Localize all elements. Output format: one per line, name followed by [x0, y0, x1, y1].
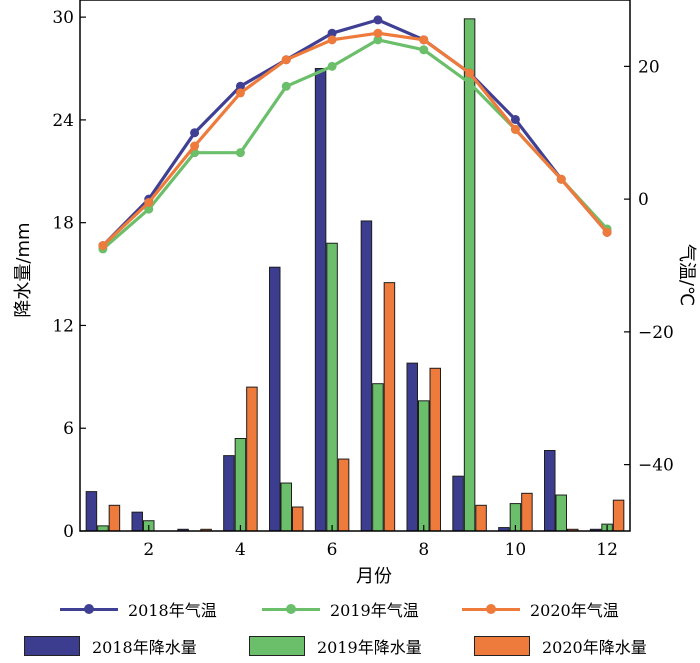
x-tick-label: 10	[505, 540, 527, 560]
bar-2019年降水量-5	[280, 482, 292, 532]
point-2020年气温-4	[235, 88, 245, 98]
x-axis-title: 月份	[356, 566, 392, 587]
point-2020年气温-1	[98, 241, 108, 251]
line-2018年气温	[101, 18, 609, 247]
bar-swatch-icon	[249, 636, 305, 656]
point-2020年气温-9	[465, 68, 475, 78]
bar-2020年降水量-12	[612, 499, 625, 532]
legend-label: 2019年气温	[330, 601, 419, 620]
left-tick-label: 12	[52, 316, 74, 336]
legend-item-2018-temperature: 2018年气温	[60, 597, 217, 621]
point-2019年气温-2	[144, 204, 154, 214]
bar-2020年降水量-7	[383, 282, 396, 532]
line-2019年气温	[101, 38, 609, 251]
point-2020年气温-2	[144, 197, 154, 207]
point-2018年气温-10	[510, 114, 520, 124]
legend-label: 2020年气温	[530, 601, 619, 620]
point-2018年气温-6	[327, 28, 337, 38]
point-2020年气温-11	[556, 174, 566, 184]
legend-item-2020-temperature: 2020年气温	[462, 597, 619, 621]
x-tick-label: 2	[143, 540, 154, 560]
bar-2018年降水量-1	[85, 491, 98, 532]
line-swatch-icon	[60, 604, 118, 614]
bar-2020年降水量-5	[292, 506, 304, 532]
point-2020年气温-6	[327, 35, 337, 45]
bar-2018年降水量-5	[269, 266, 281, 532]
bar-2019年降水量-7	[372, 383, 384, 532]
point-2020年气温-5	[281, 55, 291, 65]
line-swatch-icon	[262, 604, 320, 614]
bar-2019年降水量-11	[555, 494, 567, 532]
point-2018年气温-7	[373, 15, 383, 25]
temperature-lines	[98, 15, 612, 254]
right-tick-label: 0	[638, 190, 649, 210]
left-tick-label: 30	[52, 8, 74, 28]
bar-2020年降水量-1	[108, 504, 121, 532]
bar-swatch-icon	[474, 636, 530, 656]
bar-swatch-icon	[24, 636, 80, 656]
plot-frame	[79, 0, 631, 532]
point-2019年气温-4	[235, 148, 245, 158]
bar-2020年降水量-9	[475, 504, 487, 532]
point-2019年气温-7	[373, 35, 383, 45]
x-tick-label: 6	[327, 540, 338, 560]
x-tick-label: 12	[596, 540, 618, 560]
plot-border	[79, 0, 631, 532]
left-tick-label: 24	[52, 111, 74, 131]
legend-label: 2020年降水量	[542, 638, 647, 657]
legend-label: 2019年降水量	[317, 638, 422, 657]
bar-2018年降水量-8	[406, 362, 418, 532]
bar-2020年降水量-8	[429, 367, 441, 532]
bar-2019年降水量-8	[418, 400, 430, 532]
bar-2020年降水量-6	[337, 458, 350, 532]
bar-2018年降水量-9	[452, 475, 464, 532]
point-2019年气温-8	[419, 45, 429, 55]
bar-2018年降水量-11	[544, 449, 556, 532]
point-2019年气温-9	[465, 78, 475, 88]
right-tick-label: −20	[638, 323, 674, 343]
legend-item-2019-temperature: 2019年气温	[262, 597, 419, 621]
point-2018年气温-4	[235, 81, 245, 91]
point-2020年气温-8	[419, 35, 429, 45]
bar-2020年降水量-4	[246, 386, 258, 532]
bar-2019年降水量-4	[234, 438, 247, 532]
legend-item-2018-precipitation: 2018年降水量	[24, 634, 197, 658]
point-2018年气温-3	[190, 128, 200, 138]
legend-label: 2018年气温	[128, 601, 217, 620]
point-2020年气温-12	[602, 227, 612, 237]
point-2020年气温-7	[373, 28, 383, 38]
point-2019年气温-5	[281, 81, 291, 91]
legend-item-2020-precipitation: 2020年降水量	[474, 634, 647, 658]
left-axis-title: 降水量/mm	[13, 222, 34, 317]
right-axis-title: 气温/℃	[676, 244, 697, 306]
bar-2018年降水量-6	[314, 68, 327, 532]
right-tick-label: −40	[638, 456, 674, 476]
line-2020年气温	[101, 31, 609, 247]
left-tick-label: 18	[52, 214, 74, 234]
legend-item-2019-precipitation: 2019年降水量	[249, 634, 422, 658]
point-2019年气温-6	[327, 61, 337, 71]
left-tick-label: 6	[63, 419, 74, 439]
bar-2018年降水量-7	[360, 220, 373, 532]
x-tick-label: 8	[418, 540, 429, 560]
bar-2020年降水量-10	[521, 492, 533, 532]
left-tick-label: 0	[63, 522, 74, 542]
line-swatch-icon	[462, 604, 520, 614]
point-2020年气温-3	[190, 141, 200, 151]
bar-2018年降水量-4	[223, 455, 235, 532]
legend-label: 2018年降水量	[92, 638, 197, 657]
bar-2019年降水量-6	[326, 242, 338, 532]
right-tick-label: 20	[638, 57, 660, 77]
bar-2019年降水量-9	[463, 18, 476, 532]
precipitation-bars	[85, 18, 625, 532]
x-tick-label: 4	[235, 540, 246, 560]
point-2020年气温-10	[510, 124, 520, 134]
bar-2019年降水量-1	[97, 525, 109, 532]
bar-2018年降水量-2	[131, 511, 143, 532]
